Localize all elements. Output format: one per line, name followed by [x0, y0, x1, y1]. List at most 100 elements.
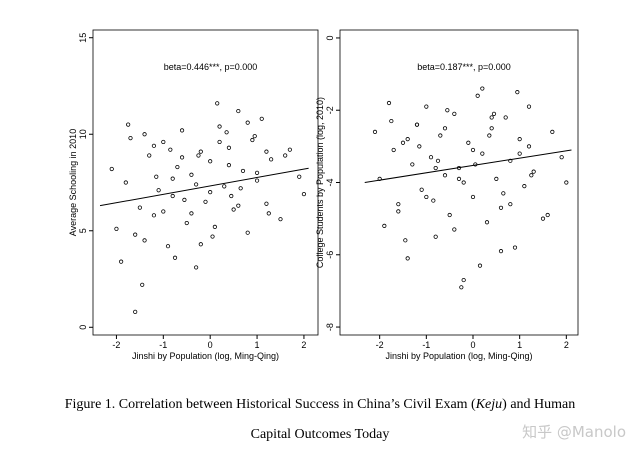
point	[508, 202, 513, 207]
x-tick-label: 0	[208, 340, 213, 350]
x-tick-label: -2	[112, 340, 120, 350]
point	[442, 126, 448, 131]
point	[431, 198, 436, 203]
point	[442, 173, 448, 178]
point	[172, 255, 178, 260]
point	[266, 211, 271, 216]
point	[278, 217, 283, 222]
point	[126, 122, 131, 127]
point	[517, 137, 522, 142]
point	[133, 309, 138, 314]
point	[386, 100, 392, 106]
point	[250, 137, 255, 143]
point	[161, 209, 166, 214]
point	[470, 147, 476, 153]
point	[226, 163, 232, 168]
y-axis-label: College Students by Population (log, 201…	[315, 97, 325, 268]
point	[137, 205, 142, 210]
caption: Figure 1. Correlation between Historical…	[65, 397, 576, 412]
plot-frame	[92, 29, 319, 336]
point	[231, 207, 236, 212]
fit-line	[99, 167, 309, 207]
watermark: 知乎 @Manolo	[522, 423, 626, 441]
point	[254, 170, 260, 175]
point	[414, 122, 420, 127]
point	[179, 128, 185, 133]
fit-line	[364, 149, 572, 183]
x-tick-label: 1	[517, 340, 522, 350]
point	[484, 220, 490, 225]
point	[240, 168, 246, 174]
point	[196, 153, 201, 158]
point	[501, 191, 506, 196]
point	[526, 104, 532, 109]
point	[222, 184, 227, 189]
point	[435, 158, 441, 163]
point	[259, 116, 264, 121]
point	[459, 285, 464, 290]
point	[170, 176, 175, 181]
annotation: beta=0.446***, p=0.000	[164, 62, 258, 72]
point	[391, 147, 396, 153]
point	[428, 155, 434, 160]
point	[179, 155, 185, 160]
point	[217, 124, 222, 129]
caption-line: Capital Outcomes Today	[251, 427, 390, 442]
point	[559, 155, 564, 160]
point	[564, 180, 569, 185]
point	[264, 149, 269, 154]
point	[498, 249, 504, 254]
x-tick-label: 2	[301, 340, 306, 350]
x-axis-label: Jinshi by Population (log, Ming-Qing)	[132, 351, 279, 361]
point	[133, 232, 138, 237]
point	[529, 173, 534, 178]
point	[238, 186, 243, 191]
x-tick-label: 0	[470, 340, 475, 350]
point	[452, 227, 457, 232]
point	[194, 265, 199, 270]
point	[198, 242, 203, 247]
point	[264, 201, 269, 206]
point	[109, 166, 114, 172]
point	[489, 115, 494, 120]
point	[142, 238, 147, 243]
y-tick-label: -4	[325, 178, 335, 186]
point	[512, 245, 518, 250]
point	[456, 176, 462, 181]
point	[245, 120, 250, 125]
point	[480, 151, 485, 156]
point	[403, 238, 408, 243]
point	[217, 139, 222, 145]
point	[297, 174, 302, 179]
point	[170, 193, 175, 199]
point	[245, 230, 250, 235]
y-tick-label: -2	[325, 106, 335, 114]
point	[142, 132, 147, 137]
point	[396, 202, 401, 207]
point	[522, 184, 527, 189]
point	[526, 144, 532, 149]
point	[466, 140, 471, 145]
point	[147, 153, 152, 158]
caption-text: ) and Human	[502, 397, 575, 412]
y-tick-label: -6	[325, 251, 335, 259]
point	[452, 111, 457, 116]
point	[419, 187, 424, 192]
point	[215, 101, 220, 106]
point	[487, 133, 492, 138]
point	[372, 129, 378, 135]
point	[489, 126, 494, 131]
plot-frame	[339, 29, 579, 336]
point	[194, 182, 199, 187]
point	[208, 190, 213, 195]
point	[400, 140, 406, 145]
point	[389, 118, 394, 124]
point	[151, 143, 157, 148]
point	[123, 180, 128, 185]
point	[550, 129, 555, 135]
caption-text: Figure 1. Correlation between Historical…	[65, 397, 476, 412]
point	[224, 130, 229, 135]
point	[226, 145, 232, 150]
point	[503, 115, 508, 120]
